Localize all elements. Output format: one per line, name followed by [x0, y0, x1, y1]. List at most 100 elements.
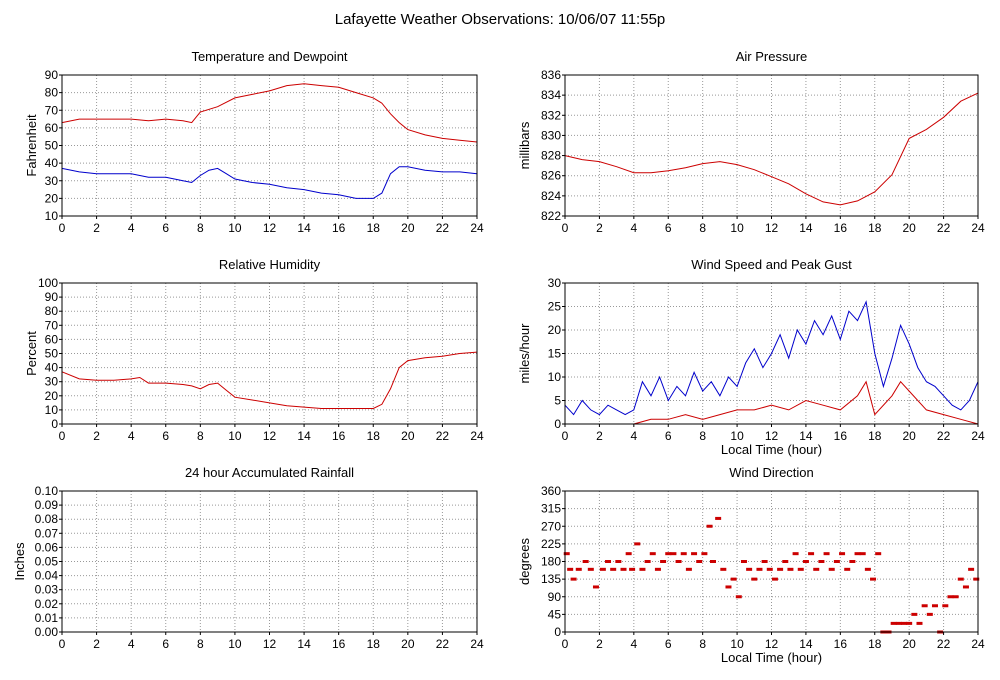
series-line-0	[61, 83, 478, 143]
series-line-1	[61, 166, 478, 199]
x-tick-label: 16	[332, 221, 346, 235]
data-point	[654, 567, 661, 571]
x-tick-label: 4	[128, 221, 135, 235]
x-tick-label: 12	[263, 637, 277, 651]
data-point	[962, 585, 969, 589]
data-point	[859, 552, 866, 556]
y-tick-label: 135	[541, 572, 561, 586]
data-point	[567, 567, 574, 571]
data-point	[691, 552, 698, 556]
data-point	[870, 577, 877, 581]
x-tick-label: 24	[470, 221, 484, 235]
data-point	[610, 567, 617, 571]
x-tick-label: 0	[59, 221, 66, 235]
y-tick-label: 0.01	[35, 611, 59, 625]
data-point	[828, 567, 835, 571]
data-point	[730, 577, 737, 581]
x-tick-label: 0	[562, 637, 569, 651]
y-axis-label: degrees	[517, 538, 532, 585]
data-point	[973, 577, 980, 581]
x-tick-label: 6	[665, 221, 672, 235]
y-tick-label: 832	[541, 108, 561, 122]
x-tick-label: 2	[596, 429, 603, 443]
data-point	[639, 567, 646, 571]
data-point	[952, 595, 959, 599]
data-point	[921, 604, 928, 608]
x-tick-label: 0	[562, 429, 569, 443]
data-point	[735, 595, 742, 599]
data-point	[916, 621, 923, 625]
x-tick-label: 4	[630, 637, 637, 651]
y-tick-label: 5	[554, 394, 561, 408]
y-tick-label: 80	[45, 86, 59, 100]
data-point	[605, 560, 612, 563]
data-point	[802, 560, 809, 563]
x-tick-label: 24	[971, 429, 985, 443]
x-tick-label: 24	[470, 637, 484, 651]
y-axis-label: Inches	[12, 542, 27, 581]
y-tick-label: 836	[541, 68, 561, 82]
data-point	[675, 560, 682, 563]
data-point	[670, 552, 677, 556]
y-tick-label: 60	[45, 332, 59, 346]
x-tick-label: 12	[765, 429, 779, 443]
data-point	[771, 577, 778, 581]
y-tick-label: 40	[45, 156, 59, 170]
data-point	[644, 560, 651, 563]
chart-title: Relative Humidity	[219, 257, 321, 272]
y-tick-label: 20	[45, 191, 59, 205]
x-tick-label: 2	[93, 429, 100, 443]
x-tick-label: 0	[59, 429, 66, 443]
data-point	[895, 621, 902, 625]
x-tick-label: 14	[297, 221, 311, 235]
data-point	[761, 560, 768, 563]
x-tick-label: 22	[436, 637, 450, 651]
y-tick-label: 70	[45, 103, 59, 117]
data-point	[957, 577, 964, 581]
chart-title: Air Pressure	[736, 49, 808, 64]
y-tick-label: 90	[45, 68, 59, 82]
y-tick-label: 0.09	[35, 498, 59, 512]
data-point	[709, 560, 716, 563]
x-tick-label: 20	[401, 637, 415, 651]
data-point	[751, 577, 758, 581]
x-tick-label: 14	[799, 637, 813, 651]
x-tick-label: 8	[699, 221, 706, 235]
x-axis-label: Local Time (hour)	[721, 442, 822, 457]
series-line-0	[564, 300, 979, 416]
x-tick-label: 14	[297, 637, 311, 651]
x-tick-label: 10	[730, 221, 744, 235]
data-point	[875, 552, 882, 556]
x-tick-label: 14	[297, 429, 311, 443]
y-tick-label: 0.03	[35, 583, 59, 597]
y-tick-label: 50	[45, 139, 59, 153]
x-tick-label: 22	[937, 429, 951, 443]
x-tick-label: 2	[93, 637, 100, 651]
y-tick-label: 826	[541, 169, 561, 183]
data-point	[926, 612, 933, 616]
y-tick-label: 0.08	[35, 512, 59, 526]
y-tick-label: 90	[45, 290, 59, 304]
chart-title: Temperature and Dewpoint	[191, 49, 347, 64]
data-point	[563, 552, 570, 556]
y-axis-label: millibars	[517, 121, 532, 169]
y-tick-label: 100	[38, 276, 58, 290]
y-tick-label: 40	[45, 361, 59, 375]
y-tick-label: 824	[541, 189, 561, 203]
x-tick-label: 2	[596, 637, 603, 651]
x-tick-label: 22	[937, 637, 951, 651]
data-point	[625, 552, 632, 556]
y-tick-label: 225	[541, 537, 561, 551]
data-point	[715, 516, 722, 520]
x-tick-label: 10	[730, 429, 744, 443]
data-point	[766, 567, 773, 571]
y-tick-label: 834	[541, 88, 561, 102]
x-tick-label: 10	[228, 637, 242, 651]
x-tick-label: 22	[436, 221, 450, 235]
x-tick-label: 22	[937, 221, 951, 235]
x-tick-label: 18	[367, 429, 381, 443]
y-tick-label: 828	[541, 149, 561, 163]
data-point	[890, 621, 897, 625]
